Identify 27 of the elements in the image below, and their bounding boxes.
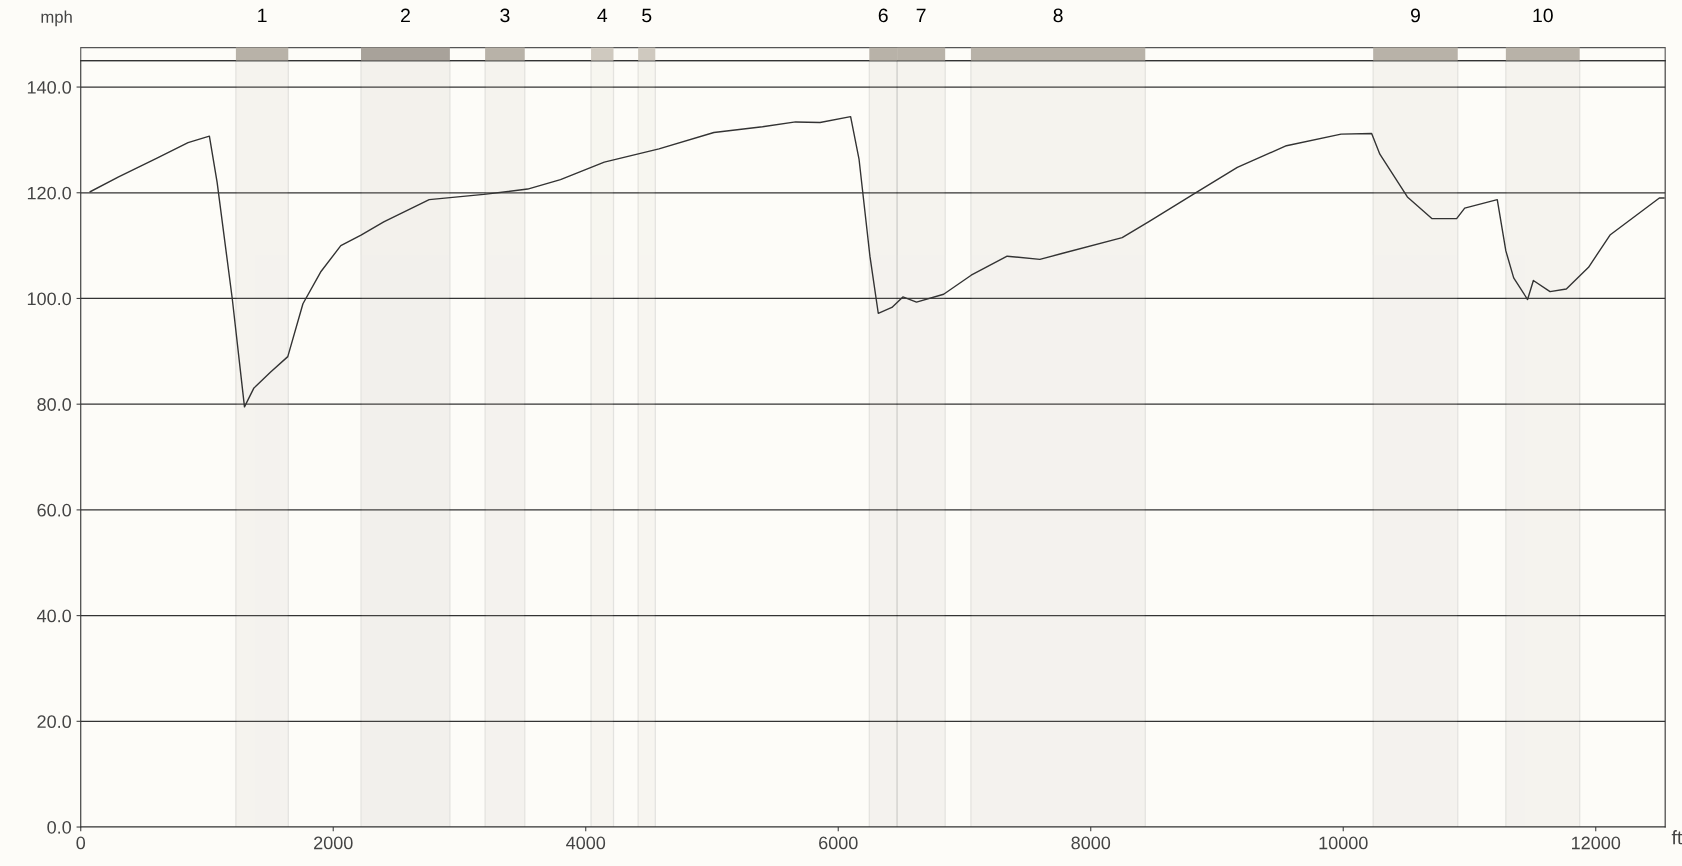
band-label: 10 — [1533, 8, 1553, 23]
x-tick-label: 8000 — [1071, 836, 1111, 850]
y-tick-label: 60.0 — [37, 503, 72, 517]
band-label: 2 — [401, 8, 410, 23]
y-tick-label: 40.0 — [36, 609, 72, 623]
y-tick-label: 140.0 — [27, 80, 72, 94]
band-label: 3 — [500, 8, 510, 23]
band-label: 6 — [878, 8, 888, 23]
band-label: 7 — [916, 8, 926, 23]
x-tick-label: 4000 — [566, 836, 606, 850]
band-label: 1 — [258, 8, 267, 23]
y-tick-label: 20.0 — [37, 715, 72, 729]
y-axis-title: mph — [41, 10, 72, 27]
band-label: 4 — [597, 8, 608, 23]
band-label: 8 — [1053, 8, 1063, 23]
x-tick-label: 6000 — [819, 836, 858, 850]
band-label: 5 — [642, 8, 652, 23]
y-tick-label: 0.0 — [47, 820, 71, 834]
y-tick-label: 100.0 — [27, 292, 72, 306]
band-label: 9 — [1410, 8, 1420, 23]
x-tick-label: 12000 — [1572, 836, 1621, 850]
x-tick-label: 2000 — [314, 836, 353, 850]
y-tick-label: 80.0 — [37, 398, 72, 411]
x-tick-label: 0 — [76, 836, 86, 850]
y-tick-label: 120.0 — [27, 186, 72, 200]
x-axis-title: ft — [1671, 830, 1682, 845]
x-tick-label: 10000 — [1319, 836, 1368, 850]
